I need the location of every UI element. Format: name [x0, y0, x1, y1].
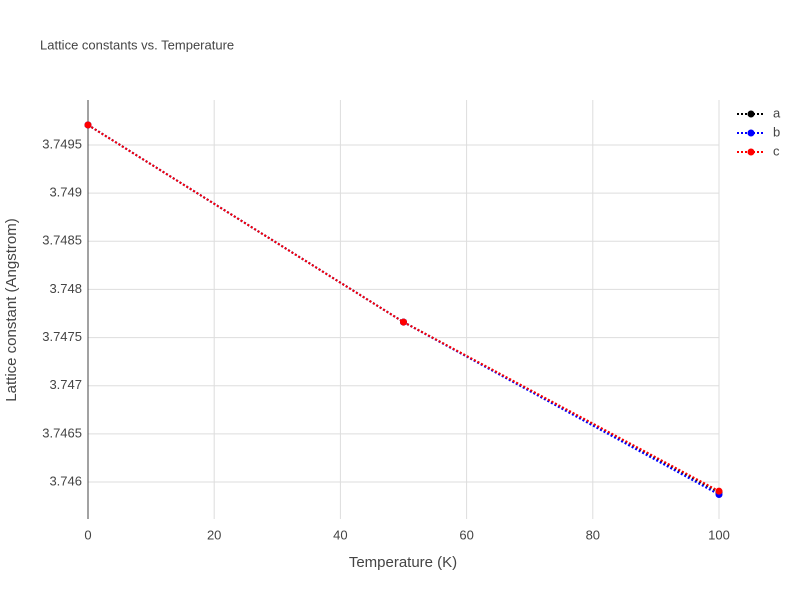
y-tick-label: 3.749 [49, 185, 82, 200]
series-line [87, 124, 720, 494]
y-tick-label: 3.748 [49, 281, 82, 296]
y-tick-label: 3.7495 [42, 136, 82, 151]
data-point [715, 487, 723, 495]
legend-marker [747, 148, 755, 156]
y-tick-label: 3.746 [49, 473, 82, 488]
y-axis-label: Lattice constant (Angstrom) [3, 218, 20, 401]
data-point [400, 318, 407, 326]
y-tick-label: 3.7465 [42, 425, 82, 440]
x-axis-label: Temperature (K) [349, 554, 457, 571]
x-tick-label: 100 [708, 527, 730, 542]
x-tick-label: 0 [84, 527, 91, 542]
series-line [87, 124, 720, 496]
y-tick-label: 3.7485 [42, 233, 82, 248]
legend-label: c [773, 143, 780, 158]
x-tick-label: 40 [333, 527, 347, 542]
x-tick-label: 60 [459, 527, 473, 542]
legend-label: a [773, 105, 781, 120]
y-tick-label: 3.747 [49, 377, 82, 392]
legend-marker [747, 110, 755, 118]
y-tick-label: 3.7475 [42, 329, 82, 344]
x-tick-label: 20 [207, 527, 221, 542]
series-line [87, 124, 720, 493]
legend-label: b [773, 124, 780, 139]
chart-title: Lattice constants vs. Temperature [40, 37, 234, 52]
x-tick-label: 80 [586, 527, 600, 542]
data-point [84, 121, 92, 129]
legend-marker [747, 129, 755, 137]
